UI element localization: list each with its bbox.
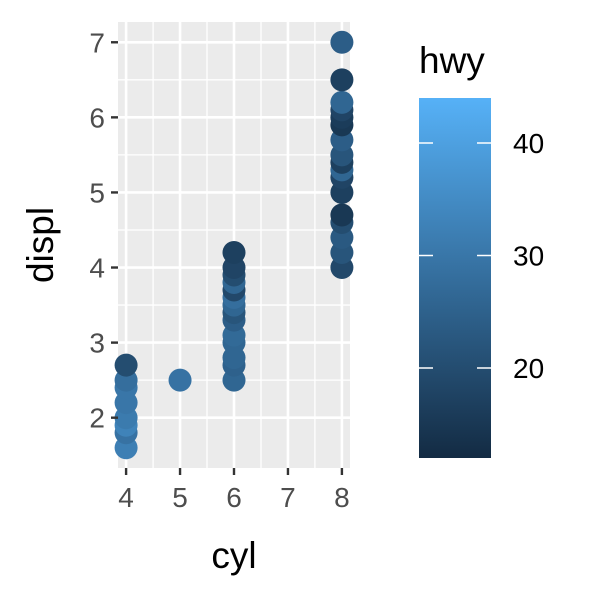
y-axis-title: displ xyxy=(20,207,61,283)
data-point xyxy=(330,68,354,92)
x-tick-label: 8 xyxy=(334,482,350,513)
legend-tick-label: 20 xyxy=(513,353,544,384)
data-point xyxy=(168,368,192,392)
legend-title: hwy xyxy=(419,40,485,81)
data-point xyxy=(330,90,354,114)
y-tick-label: 5 xyxy=(89,177,105,208)
axes: 4 5 6 7 8 2 3 4 5 6 7 xyxy=(89,27,349,513)
data-point xyxy=(330,30,354,54)
data-point xyxy=(222,241,246,265)
x-axis-title: cyl xyxy=(211,535,256,576)
data-point xyxy=(114,353,138,377)
legend-tick-label: 30 xyxy=(513,241,544,272)
x-tick-label: 5 xyxy=(172,482,188,513)
data-points xyxy=(114,30,354,460)
data-point xyxy=(330,203,354,227)
x-tick-label: 6 xyxy=(226,482,242,513)
y-tick-label: 6 xyxy=(89,102,105,133)
color-legend: hwy 20 30 40 xyxy=(419,40,544,458)
x-tick-label: 7 xyxy=(280,482,296,513)
y-tick-label: 4 xyxy=(89,253,105,284)
legend-tick-label: 40 xyxy=(513,128,544,159)
y-tick-label: 2 xyxy=(89,403,105,434)
y-tick-label: 7 xyxy=(89,27,105,58)
legend-colorbar xyxy=(419,98,491,458)
x-tick-label: 4 xyxy=(118,482,134,513)
y-tick-label: 3 xyxy=(89,328,105,359)
